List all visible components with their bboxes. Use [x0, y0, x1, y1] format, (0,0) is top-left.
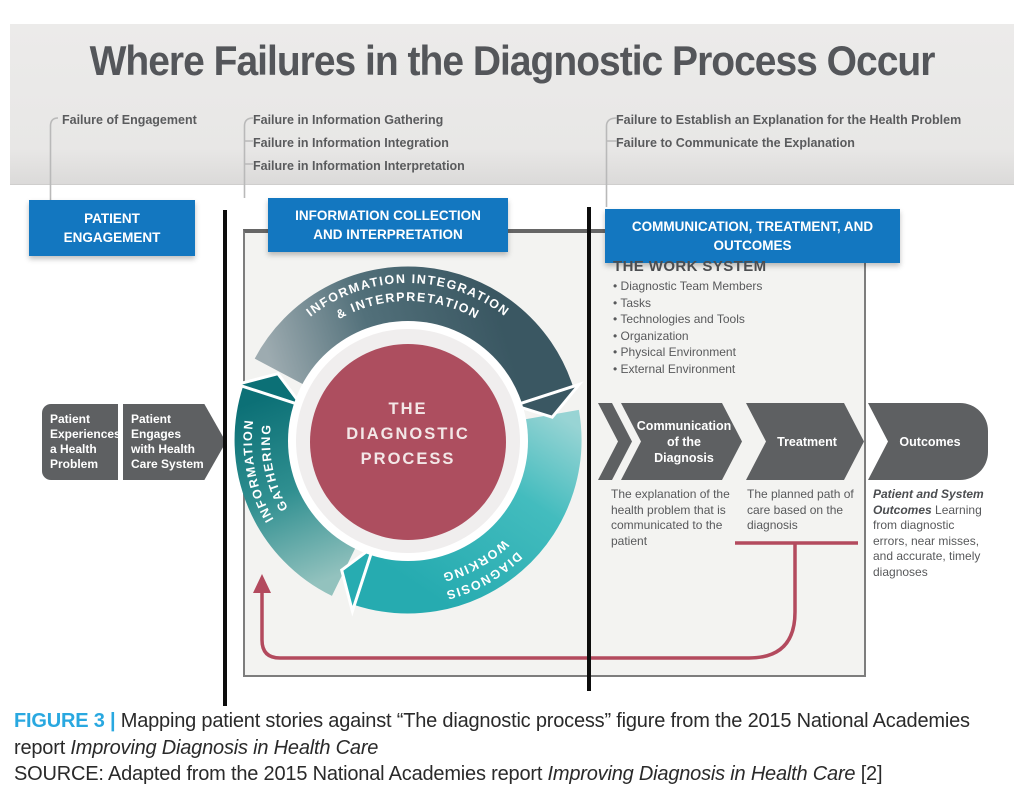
outcomes-text: Learning from diagnostic errors, near mi…: [873, 502, 982, 579]
work-system-heading: THE WORK SYSTEM: [613, 258, 767, 275]
work-system-item: Physical Environment: [613, 344, 762, 361]
failure-label: Failure in Information Gathering: [253, 113, 444, 127]
failure-label: Failure to Communicate the Explanation: [616, 136, 855, 150]
source-report-title: Improving Diagnosis in Health Care: [547, 763, 856, 785]
patient-engages-box: Patient Engages with Health Care System: [123, 404, 226, 480]
failure-group-explanation: Failure to Establish an Explanation for …: [616, 109, 961, 155]
header-info-collection: INFORMATION COLLECTION AND INTERPRETATIO…: [268, 198, 508, 252]
source-text: SOURCE: Adapted from the 2015 National A…: [14, 763, 548, 785]
outcomes-title: Patient and System Outcomes: [873, 487, 984, 517]
circle-center-line: THE: [388, 400, 428, 418]
figure-caption: FIGURE 3 | Mapping patient stories again…: [14, 708, 1019, 788]
circle-center-line: PROCESS: [360, 450, 456, 468]
work-system-item: Organization: [613, 328, 762, 345]
header-communication: COMMUNICATION, TREATMENT, AND OUTCOMES: [605, 209, 900, 263]
failure-label: Failure of Engagement: [62, 113, 197, 127]
title-banner: Where Failures in the Diagnostic Process…: [10, 24, 1014, 185]
caption-report-title: Improving Diagnosis in Health Care: [70, 736, 379, 759]
source-line: SOURCE: Adapted from the 2015 National A…: [14, 761, 1019, 788]
description-treatment: The planned path of care based on the di…: [747, 487, 854, 532]
header-patient-engagement: PATIENT ENGAGEMENT: [29, 200, 195, 256]
work-system-item: Tasks: [613, 295, 762, 312]
circle-center-label: THE DIAGNOSTIC PROCESS: [318, 397, 498, 472]
description-communication: The explanation of the health problem th…: [611, 487, 730, 548]
failure-label: Failure in Information Interpretation: [253, 159, 465, 173]
work-system-item: Technologies and Tools: [613, 311, 762, 328]
work-system-item: External Environment: [613, 361, 762, 378]
source-reference: [2]: [855, 763, 883, 785]
figure-number-label: FIGURE 3 |: [14, 710, 121, 732]
patient-experiences-box: Patient Experiences a Health Problem: [42, 404, 121, 480]
description-outcomes: Patient and System Outcomes Learning fro…: [873, 487, 991, 580]
section-divider-right: [587, 207, 591, 691]
chain-label-treatment: Treatment: [777, 434, 837, 449]
work-system-item: Diagnostic Team Members: [613, 278, 763, 295]
section-divider-left: [223, 210, 227, 706]
chain-label-outcomes: Outcomes: [899, 434, 961, 449]
page-title: Where Failures in the Diagnostic Process…: [89, 38, 936, 85]
caption-line: FIGURE 3 | Mapping patient stories again…: [14, 708, 1019, 761]
failure-group-information: Failure in Information Gathering Failure…: [253, 109, 465, 178]
work-system-list: Diagnostic Team Members Tasks Technologi…: [613, 278, 762, 378]
circle-center-line: DIAGNOSTIC: [346, 425, 470, 443]
failure-label: Failure in Information Integration: [253, 136, 449, 150]
failure-group-engagement: Failure of Engagement: [62, 109, 197, 132]
caption-text: Mapping patient stories against “The dia…: [14, 710, 970, 759]
chain-label-communication: Communication of the Diagnosis: [636, 418, 732, 465]
failure-label: Failure to Establish an Explanation for …: [616, 113, 962, 127]
